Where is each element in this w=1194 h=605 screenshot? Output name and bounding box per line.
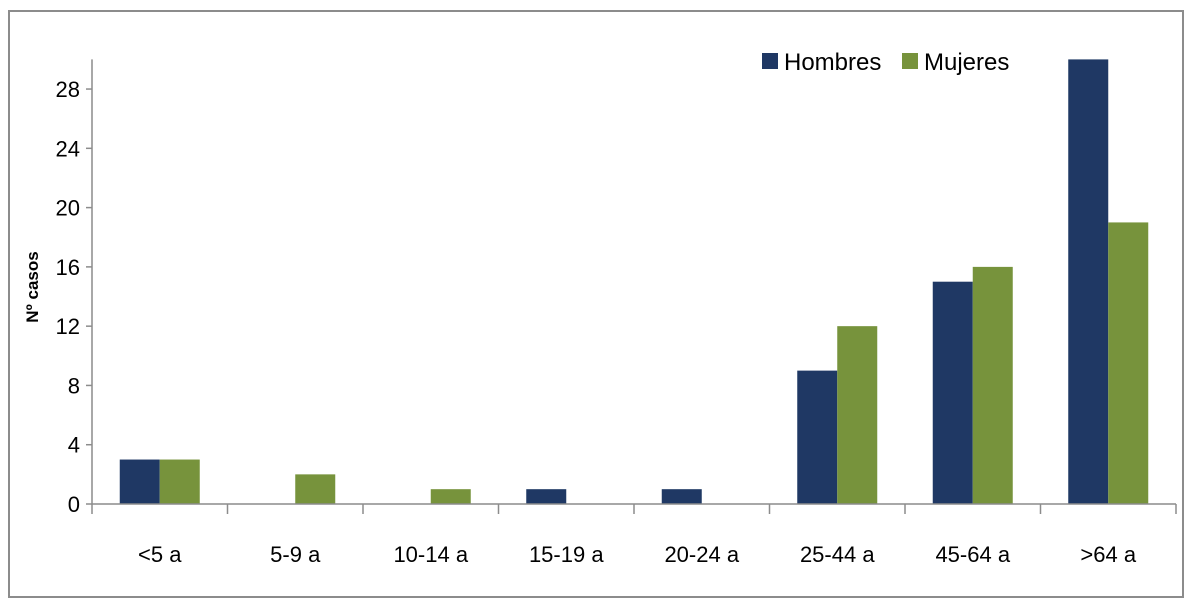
bar-hombres-7 [1068,59,1108,504]
bar-hombres-6 [933,282,973,504]
y-tick-label: 20 [56,196,80,221]
y-tick-label: 28 [56,77,80,102]
y-axis-label: Nº casos [23,251,42,322]
legend-swatch-mujeres [902,53,918,69]
bar-chart: 0 4 8 12 16 20 24 28 <5 a 5-9 a 10-14 a 15-19 a 20-2… [10,12,1186,600]
bar-hombres-5 [797,371,837,504]
x-tick-label: 20-24 a [664,542,739,567]
bar-mujeres-7 [1108,222,1148,504]
y-tick-label: 0 [68,492,80,517]
y-tick-label: 16 [56,255,80,280]
bar-hombres-0 [120,460,160,504]
bar-mujeres-5 [837,326,877,504]
bar-hombres-4 [662,489,702,504]
x-tick-label: 10-14 a [393,542,468,567]
bar-mujeres-0 [160,460,200,504]
x-tick-label: 25-44 a [800,542,875,567]
legend-label-hombres: Hombres [784,49,881,76]
x-tick-label: 45-64 a [935,542,1010,567]
bar-mujeres-1 [295,474,335,504]
bar-hombres-3 [526,489,566,504]
legend-swatch-hombres [762,53,778,69]
y-tick-label: 4 [68,433,80,458]
y-tick-label: 8 [68,373,80,398]
bar-mujeres-2 [431,489,471,504]
chart-frame: 0 4 8 12 16 20 24 28 <5 a 5-9 a 10-14 a 15-19 a 20-2… [8,10,1184,598]
x-tick-label: >64 a [1080,542,1136,567]
bar-mujeres-6 [973,267,1013,504]
x-tick-label: 15-19 a [529,542,604,567]
y-tick-label: 12 [56,314,80,339]
legend-label-mujeres: Mujeres [924,49,1009,76]
x-tick-label: 5-9 a [270,542,321,567]
y-tick-label: 24 [56,136,80,161]
x-tick-label: <5 a [138,542,182,567]
